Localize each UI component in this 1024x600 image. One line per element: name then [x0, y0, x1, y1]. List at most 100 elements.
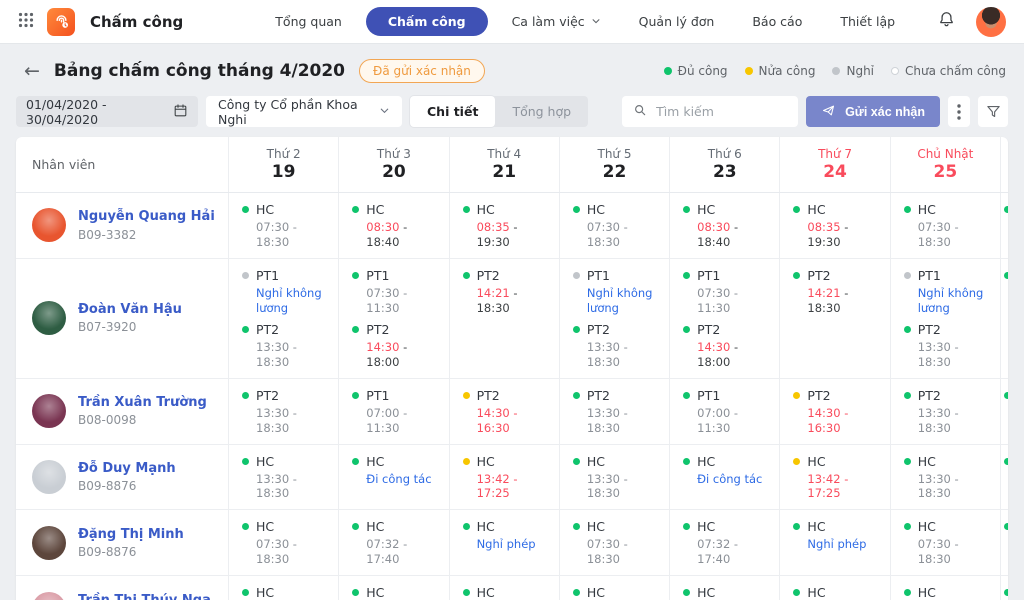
- attendance-cell[interactable]: HC 07:30 - 18:30: [228, 193, 338, 258]
- attendance-cell[interactable]: PT2 14:21 - 18:30: [448, 258, 559, 378]
- shift-detail-link[interactable]: Nghỉ không lương: [256, 285, 322, 315]
- shift-detail-link[interactable]: Nghỉ không lương: [917, 285, 984, 315]
- employee-name-link[interactable]: Đỗ Duy Mạnh: [78, 460, 176, 476]
- shift-time-text: 14:30: [366, 339, 400, 354]
- nav-item-3[interactable]: Quản lý đơn: [625, 8, 729, 35]
- notifications-bell-icon[interactable]: [937, 10, 956, 33]
- shift-detail-link[interactable]: Đi công tác: [366, 471, 432, 486]
- attendance-cell[interactable]: PT1 07:30 - 11:30 PT2 14:30 - 18:00: [669, 258, 779, 378]
- nav-item-5[interactable]: Thiết lập: [826, 8, 909, 35]
- attendance-cell[interactable]: HC 08:30 - 18:40: [669, 193, 779, 258]
- shift-time-text: 13:30 - 18:30: [917, 405, 959, 435]
- attendance-cell[interactable]: HC 07:30 - 18:30: [558, 193, 669, 258]
- shift-header: HC: [683, 202, 769, 217]
- employee-name-link[interactable]: Đặng Thị Minh: [78, 526, 184, 542]
- shift-entry: HC 13:42 - 17:25: [793, 454, 879, 502]
- status-dot-green: [903, 206, 911, 213]
- attendance-cell[interactable]: PT1 07:30 - 11:30 PT2 14:30 - 18:00: [338, 258, 448, 378]
- status-dot-green: [352, 391, 360, 399]
- back-arrow-icon[interactable]: ←: [24, 59, 40, 82]
- employee-name-link[interactable]: Trần Xuân Trường: [78, 394, 207, 410]
- company-select[interactable]: Công ty Cổ phần Khoa Nghi: [206, 96, 402, 127]
- nav-item-1[interactable]: Chấm công: [365, 7, 488, 36]
- status-dot-green: [683, 589, 691, 597]
- attendance-cell[interactable]: PT1 Nghỉ không lương PT2 13:30 - 18:30: [558, 258, 669, 378]
- attendance-cell[interactable]: HC 13:30 - 18:30: [889, 444, 1000, 510]
- shift-header: HC: [903, 454, 990, 469]
- employee-cell: Trần Xuân Trường B08-0098: [16, 379, 228, 444]
- shift-label: PT2: [917, 387, 941, 403]
- attendance-cell[interactable]: HC 08:35 - 19:30: [448, 193, 559, 258]
- employee-cell: Đặng Thị Minh B09-8876: [16, 510, 228, 575]
- attendance-cell[interactable]: HC 07:30 - 18:30: [889, 510, 1000, 576]
- user-avatar[interactable]: [976, 6, 1006, 37]
- shift-label: HC: [586, 202, 605, 217]
- date-range-picker[interactable]: 01/04/2020 - 30/04/2020: [16, 96, 198, 127]
- attendance-cell[interactable]: PT1 Nghỉ không lương PT2 13:30 - 18:30: [889, 258, 1000, 378]
- shift-entry: HC Nghỉ phép: [793, 519, 879, 552]
- attendance-cell[interactable]: PT2 13:30 - 18:30: [228, 378, 338, 444]
- shift-detail-link[interactable]: Nghỉ phép: [807, 537, 867, 552]
- nav-item-0[interactable]: Tổng quan: [261, 8, 356, 35]
- nav-item-4[interactable]: Báo cáo: [738, 8, 816, 35]
- attendance-cell[interactable]: HC 08:35 - 19:30: [779, 193, 889, 258]
- attendance-cell[interactable]: HC Nghỉ phép: [779, 510, 889, 576]
- attendance-cell[interactable]: HC 08:30 - 18:40: [338, 193, 448, 258]
- attendance-cell[interactable]: HC Đi công tác: [669, 444, 779, 510]
- attendance-cell[interactable]: HC Đi công tác: [338, 444, 448, 510]
- shift-detail-line: Nghỉ phép: [807, 537, 879, 552]
- attendance-cell[interactable]: PT1 07:00 - 11:30: [338, 378, 448, 444]
- search-input[interactable]: [656, 104, 788, 119]
- employee-avatar: [32, 208, 66, 243]
- shift-header: HC: [462, 519, 549, 534]
- attendance-cell[interactable]: PT2 14:30 - 16:30: [779, 378, 889, 444]
- shift-detail-link[interactable]: Nghỉ không lương: [586, 285, 653, 315]
- nav-item-2[interactable]: Ca làm việc: [498, 8, 615, 35]
- status-dot-green: [352, 523, 360, 531]
- table-row: Đoàn Văn Hậu B07-3920 PT1 Nghỉ không lương P…: [16, 258, 1008, 379]
- view-tab-0[interactable]: Chi tiết: [410, 96, 496, 127]
- employee-name-link[interactable]: Trần Thị Thúy Nga: [78, 593, 211, 600]
- attendance-cell[interactable]: PT2 13:30 - 18:30: [889, 378, 1000, 444]
- legend-dot-gray: [832, 67, 841, 75]
- attendance-cell[interactable]: HC 13:30 - 18:30: [228, 444, 338, 510]
- view-tab-1[interactable]: Tổng hợp: [512, 104, 572, 119]
- shift-header: HC: [793, 585, 879, 600]
- shift-detail-link[interactable]: Nghỉ phép: [476, 537, 536, 552]
- attendance-cell[interactable]: HC 13:42 - 17:25: [779, 444, 889, 510]
- attendance-cell[interactable]: HC 07:30 - 18:30: [228, 510, 338, 576]
- employee-name-link[interactable]: Nguyễn Quang Hải: [78, 209, 215, 225]
- shift-label: HC: [917, 519, 936, 535]
- status-dot-green: [1003, 206, 1008, 213]
- date-range-value: 01/04/2020 - 30/04/2020: [26, 96, 107, 127]
- app-launcher-icon[interactable]: [18, 12, 34, 32]
- attendance-cell[interactable]: HC 07:30 - 18:30: [889, 193, 1000, 258]
- attendance-cell[interactable]: PT1 07:00 - 11:30: [669, 378, 779, 444]
- send-confirmation-button[interactable]: Gửi xác nhận: [806, 96, 940, 127]
- attendance-cell[interactable]: HC Nghỉ phép: [448, 510, 559, 576]
- employee-name-link[interactable]: Đoàn Văn Hậu: [78, 302, 182, 318]
- attendance-cell[interactable]: PT2 14:21 - 18:30: [779, 258, 889, 378]
- attendance-cell[interactable]: HC 13:42 - 17:25: [448, 444, 559, 510]
- filter-funnel-icon[interactable]: [978, 96, 1008, 127]
- attendance-cell[interactable]: PT2 14:30 - 16:30: [448, 378, 559, 444]
- shift-header: PT2: [903, 387, 990, 403]
- attendance-cell[interactable]: PT2 13:30 - 18:30: [558, 378, 669, 444]
- shift-detail-link[interactable]: Đi công tác: [697, 471, 763, 486]
- more-options-kebab-icon[interactable]: [948, 96, 970, 127]
- attendance-cell[interactable]: HC 07:30 - 18:30: [558, 510, 669, 576]
- shift-header: HC: [572, 454, 659, 469]
- attendance-cell[interactable]: HC 13:30 - 18:30: [558, 444, 669, 510]
- attendance-cell[interactable]: PT1 Nghỉ không lương PT2 13:30 - 18:30: [228, 258, 338, 378]
- nav-item-label: Chấm công: [387, 14, 466, 29]
- status-dot-green: [352, 325, 360, 333]
